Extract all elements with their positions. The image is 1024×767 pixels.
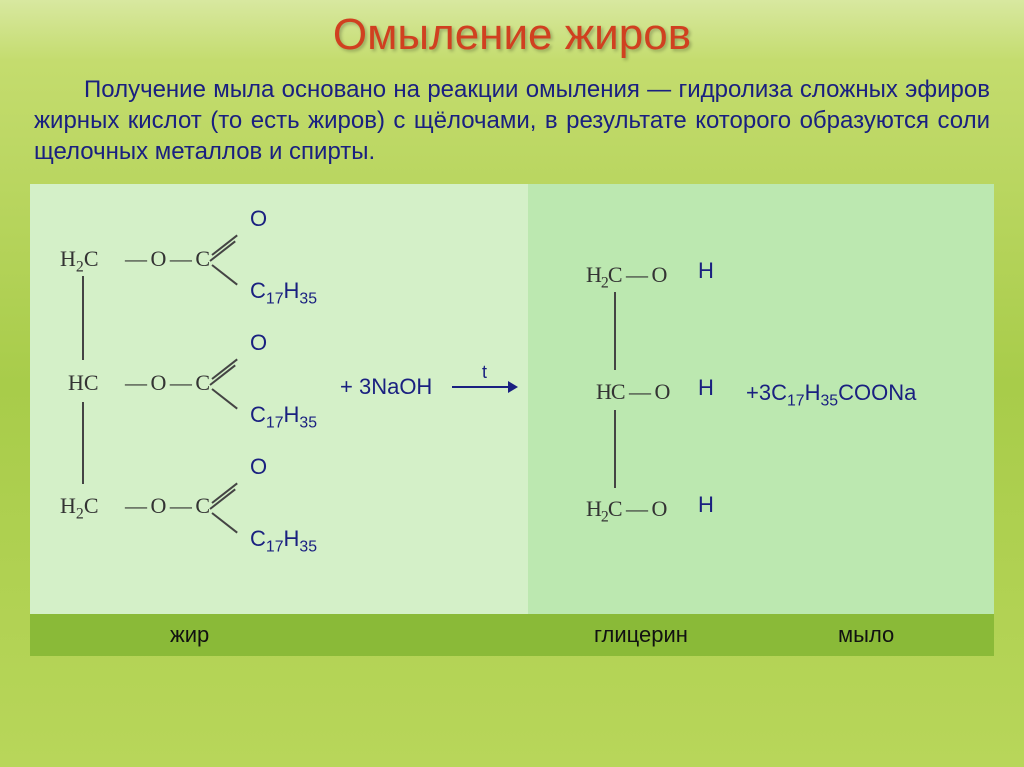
glycerol-H-3: H — [698, 492, 714, 518]
glycerol-bot: H2C — O — [586, 496, 666, 526]
bond-line — [211, 234, 237, 255]
fat-alkyl-1: C17H35 — [250, 278, 317, 308]
glycerol-H-2: H — [698, 375, 714, 401]
glycerol-mid: HC — O — [596, 379, 669, 405]
fat-oxygen-2: O — [250, 330, 267, 356]
arrow-line-icon — [452, 386, 514, 388]
fat-backbone-top: H2C — [60, 246, 99, 276]
labels-row: жир глицерин мыло — [30, 614, 994, 656]
bond-line — [211, 358, 237, 379]
fat-linker-top: — O — C — [125, 246, 209, 272]
arrow-head-icon — [508, 381, 518, 393]
label-fat: жир — [30, 622, 538, 648]
bond-line — [211, 482, 237, 503]
soap-product: +3C17H35COONa — [746, 380, 916, 410]
reagent-naoh: + 3NaOH — [340, 374, 432, 400]
fat-linker-mid: — O — C — [125, 370, 209, 396]
glycerol-top: H2C — O — [586, 262, 666, 292]
fat-oxygen-3: O — [250, 454, 267, 480]
bond-line — [209, 240, 235, 261]
bond-line — [211, 512, 237, 533]
fat-oxygen-1: O — [250, 206, 267, 232]
description-content: Получение мыла основано на реакции омыле… — [34, 76, 990, 165]
label-soap: мыло — [828, 622, 994, 648]
bond-line — [209, 488, 235, 509]
bond-line — [211, 264, 237, 285]
reaction-diagram: H2C HC H2C — O — C — O — C — O — C O C17… — [30, 184, 994, 614]
bond-line — [211, 388, 237, 409]
bond-line — [82, 402, 84, 484]
bond-line — [614, 410, 616, 488]
arrow-condition: t — [482, 362, 487, 383]
slide-title: Омыление жиров — [30, 10, 994, 60]
fat-backbone-bot: H2C — [60, 493, 99, 523]
bond-line — [614, 292, 616, 370]
fat-linker-bot: — O — C — [125, 493, 209, 519]
bond-line — [82, 276, 84, 360]
glycerol-H-1: H — [698, 258, 714, 284]
label-glycerol: глицерин — [538, 622, 828, 648]
fat-backbone-mid: HC — [68, 370, 99, 396]
fat-alkyl-2: C17H35 — [250, 402, 317, 432]
fat-alkyl-3: C17H35 — [250, 526, 317, 556]
bond-line — [209, 364, 235, 385]
description-text: Получение мыла основано на реакции омыле… — [30, 74, 994, 168]
